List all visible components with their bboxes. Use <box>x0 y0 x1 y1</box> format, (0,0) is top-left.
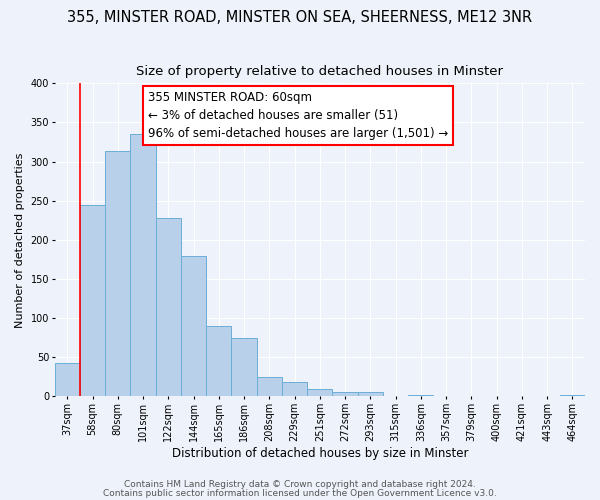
Bar <box>257 377 282 396</box>
Title: Size of property relative to detached houses in Minster: Size of property relative to detached ho… <box>136 65 503 78</box>
Bar <box>130 134 156 396</box>
Bar <box>105 152 130 396</box>
Bar <box>408 395 433 396</box>
X-axis label: Distribution of detached houses by size in Minster: Distribution of detached houses by size … <box>172 447 468 460</box>
Bar <box>332 392 358 396</box>
Bar <box>206 326 232 396</box>
Bar <box>358 392 383 396</box>
Bar <box>181 256 206 396</box>
Bar <box>282 382 307 396</box>
Text: 355 MINSTER ROAD: 60sqm
← 3% of detached houses are smaller (51)
96% of semi-det: 355 MINSTER ROAD: 60sqm ← 3% of detached… <box>148 91 448 140</box>
Bar <box>232 338 257 396</box>
Y-axis label: Number of detached properties: Number of detached properties <box>15 152 25 328</box>
Bar <box>560 395 585 396</box>
Bar <box>55 362 80 396</box>
Bar <box>307 388 332 396</box>
Bar <box>156 218 181 396</box>
Text: Contains public sector information licensed under the Open Government Licence v3: Contains public sector information licen… <box>103 489 497 498</box>
Text: 355, MINSTER ROAD, MINSTER ON SEA, SHEERNESS, ME12 3NR: 355, MINSTER ROAD, MINSTER ON SEA, SHEER… <box>67 10 533 25</box>
Bar <box>80 204 105 396</box>
Text: Contains HM Land Registry data © Crown copyright and database right 2024.: Contains HM Land Registry data © Crown c… <box>124 480 476 489</box>
